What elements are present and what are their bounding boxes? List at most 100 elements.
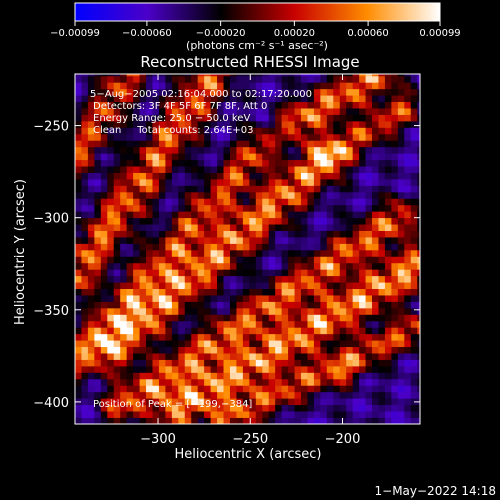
heatmap-cell: [294, 74, 302, 77]
heatmap-cell: [301, 346, 308, 354]
heatmap-cell: [326, 191, 334, 199]
heatmap-cell: [100, 295, 108, 302]
heatmap-cell: [94, 327, 102, 335]
heatmap-cell: [359, 378, 366, 386]
heatmap-cell: [120, 282, 128, 290]
heatmap-cell: [191, 404, 199, 412]
heatmap-cell: [210, 243, 218, 251]
heatmap-cell: [204, 314, 211, 322]
heatmap-cell: [87, 295, 95, 302]
heatmap-cell: [100, 127, 108, 135]
heatmap-cell: [378, 262, 386, 270]
heatmap-cell: [397, 320, 405, 328]
heatmap-cell: [281, 108, 289, 115]
heatmap-cell: [217, 146, 224, 154]
heatmap-cell: [249, 333, 257, 341]
heatmap-cell: [410, 243, 418, 251]
heatmap-cell: [346, 95, 354, 103]
heatmap-cell: [352, 391, 360, 399]
heatmap-cell: [417, 404, 420, 412]
heatmap-cell: [217, 320, 224, 328]
heatmap-cell: [217, 95, 224, 103]
heatmap-cell: [410, 353, 418, 360]
heatmap-cell: [294, 75, 302, 83]
heatmap-cell: [165, 179, 173, 186]
heatmap-cell: [197, 120, 205, 128]
heatmap-cell: [75, 346, 82, 354]
heatmap-cell: [404, 307, 412, 315]
heatmap-cell: [133, 333, 140, 341]
heatmap-cell: [113, 179, 121, 186]
heatmap-cell: [320, 385, 328, 393]
heatmap-cell: [171, 127, 179, 135]
heatmap-cell: [378, 243, 386, 251]
heatmap-cell: [301, 224, 308, 231]
heatmap-cell: [107, 378, 115, 386]
heatmap-cell: [204, 172, 211, 180]
heatmap-cell: [100, 398, 108, 406]
heatmap-cell: [75, 224, 82, 231]
heatmap-cell: [268, 262, 276, 270]
heatmap-cell: [417, 75, 420, 83]
heatmap-cell: [107, 243, 115, 251]
colorbar-tick-label: 0.00099: [419, 28, 460, 39]
heatmap-cell: [242, 378, 250, 386]
heatmap-cell: [139, 133, 147, 141]
heatmap-cell: [307, 411, 315, 418]
heatmap-cell: [107, 417, 115, 424]
heatmap-cell: [191, 133, 199, 141]
heatmap-cell: [384, 133, 392, 141]
heatmap-cell: [359, 314, 366, 322]
heatmap-cell: [378, 372, 386, 380]
heatmap-cell: [326, 275, 334, 283]
heatmap-cell: [255, 262, 263, 270]
heatmap-cell: [404, 340, 412, 348]
heatmap-cell: [210, 75, 218, 83]
heatmap-cell: [152, 74, 160, 77]
heatmap-cell: [223, 74, 231, 77]
heatmap-cell: [255, 179, 263, 186]
heatmap-cell: [146, 198, 153, 206]
heatmap-cell: [120, 146, 128, 154]
heatmap-cell: [120, 249, 128, 257]
heatmap-cell: [249, 153, 257, 161]
heatmap-cell: [307, 172, 315, 180]
heatmap-cell: [359, 172, 366, 180]
heatmap-cell: [391, 282, 399, 290]
heatmap-cell: [333, 320, 341, 328]
heatmap-cell: [217, 256, 224, 264]
heatmap-cell: [94, 275, 102, 283]
heatmap-cell: [152, 88, 160, 96]
heatmap-cell: [359, 269, 366, 277]
heatmap-cell: [262, 75, 270, 83]
heatmap-cell: [384, 114, 392, 122]
heatmap-cell: [397, 391, 405, 399]
heatmap-cell: [352, 378, 360, 386]
heatmap-cell: [146, 314, 153, 322]
heatmap-cell: [107, 153, 115, 161]
heatmap-cell: [204, 198, 211, 206]
heatmap-cell: [152, 133, 160, 141]
heatmap-cell: [113, 224, 121, 231]
heatmap-cell: [236, 411, 244, 418]
heatmap-cell: [288, 256, 295, 264]
heatmap-cell: [268, 391, 276, 399]
heatmap-cell: [171, 282, 179, 290]
heatmap-cell: [352, 191, 360, 199]
heatmap-cell: [249, 262, 257, 270]
heatmap-cell: [359, 146, 366, 154]
heatmap-cell: [417, 282, 420, 290]
heatmap-cell: [120, 237, 128, 244]
heatmap-cell: [229, 417, 237, 424]
heatmap-cell: [229, 346, 237, 354]
heatmap-cell: [417, 172, 420, 180]
heatmap-cell: [178, 204, 186, 212]
heatmap-cell: [346, 75, 354, 83]
heatmap-cell: [197, 391, 205, 399]
heatmap-cell: [301, 404, 308, 412]
heatmap-cell: [326, 378, 334, 386]
heatmap-cell: [204, 346, 211, 354]
heatmap-cell: [236, 288, 244, 296]
heatmap-cell: [249, 75, 257, 83]
heatmap-cell: [372, 346, 379, 354]
